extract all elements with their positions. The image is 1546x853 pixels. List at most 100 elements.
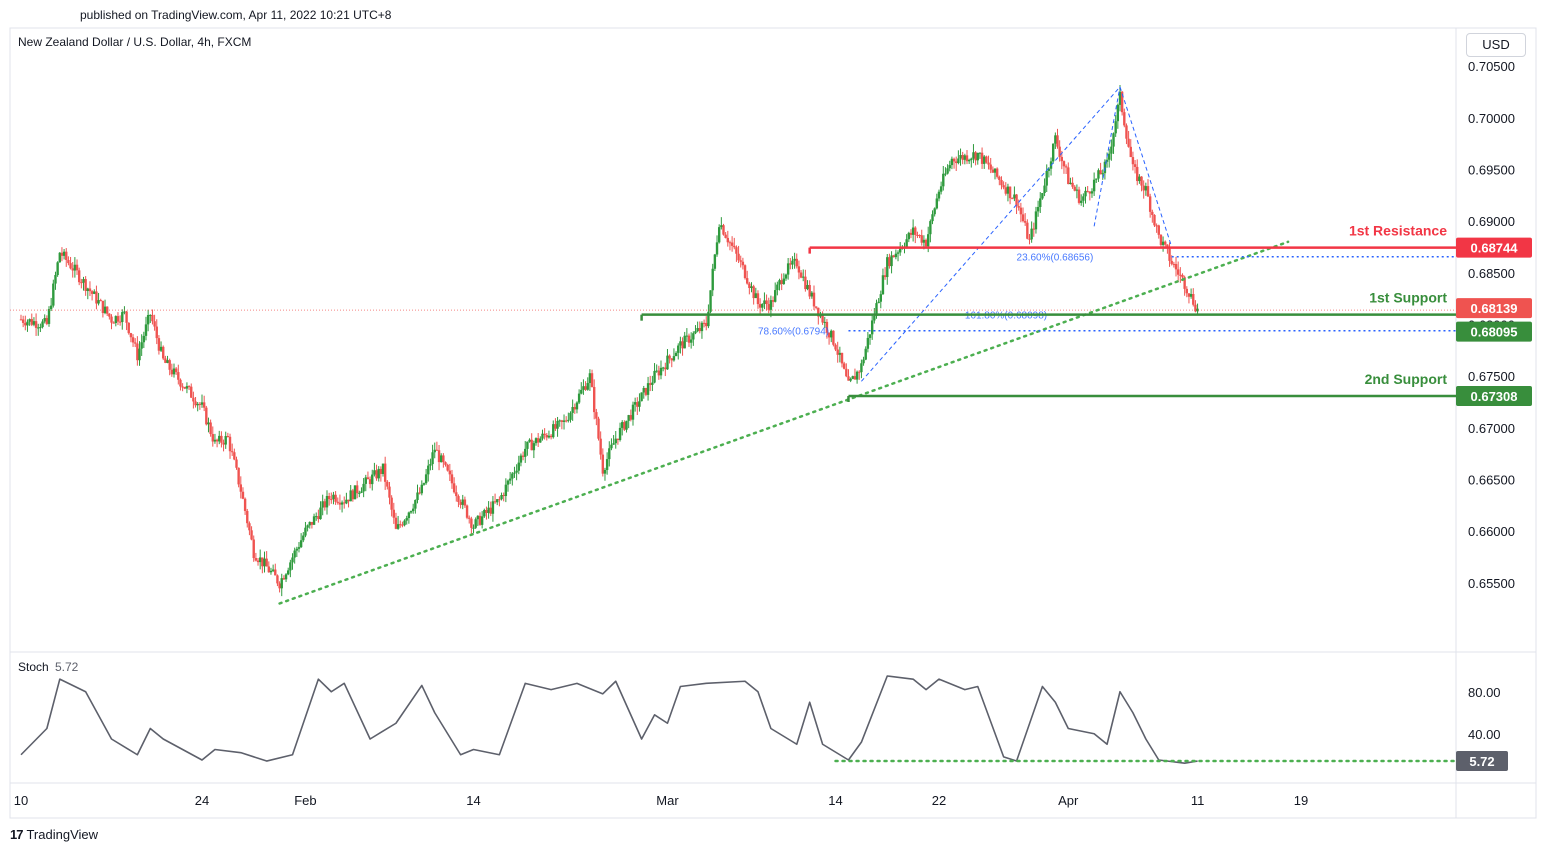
candle-body (88, 288, 92, 292)
candle-body (890, 255, 893, 267)
candle-body (52, 283, 55, 306)
candle-body (226, 436, 230, 438)
candle-body (190, 386, 193, 398)
candle-body (177, 372, 180, 380)
candle-body (847, 376, 850, 381)
price-axis-badge (1456, 237, 1532, 258)
candle-body (379, 468, 383, 474)
candle-body (282, 578, 286, 580)
candle-body (21, 319, 25, 323)
candle-body (474, 519, 477, 528)
candle-body (1185, 288, 1188, 294)
candle-body (1097, 170, 1100, 179)
candle-body (496, 499, 499, 503)
candle-body (28, 319, 31, 322)
candle-body (431, 452, 434, 465)
candle-body (134, 342, 137, 344)
candle-body (916, 234, 919, 236)
candle-body (595, 412, 598, 419)
published-caption: published on TradingView.com, Apr 11, 20… (80, 8, 392, 22)
candle-body (664, 367, 667, 370)
candle-body (1118, 91, 1122, 105)
candle-body (817, 307, 820, 317)
candle-body (806, 285, 809, 290)
candle-body (597, 418, 600, 439)
candle-body (405, 518, 408, 521)
candle-body (592, 386, 596, 413)
candle-body (289, 562, 292, 571)
candle-body (30, 319, 33, 325)
candle-body (832, 330, 835, 345)
time-tick-label: Mar (656, 793, 679, 808)
candle-body (297, 547, 301, 549)
candle-body (692, 333, 695, 340)
candle-body (274, 569, 277, 576)
candle-body (459, 502, 462, 505)
time-tick-label: 10 (14, 793, 28, 808)
candle-body (433, 449, 436, 453)
candle-body (56, 262, 59, 276)
candle-body (623, 422, 626, 430)
candle-body (1161, 241, 1165, 245)
candle-body (728, 242, 732, 244)
candle-body (366, 477, 370, 480)
stoch-line (20, 675, 1198, 764)
candle-body (1196, 308, 1199, 312)
candle-body (54, 275, 57, 284)
candle-body (1034, 211, 1038, 230)
candle-body (269, 570, 273, 573)
candle-body (364, 477, 367, 484)
candle-body (502, 494, 505, 497)
candle-body (1155, 225, 1158, 227)
candle-body (711, 268, 714, 291)
currency-button[interactable]: USD (1466, 33, 1526, 57)
candle-body (998, 176, 1001, 180)
candle-body (845, 368, 848, 377)
candle-body (666, 355, 669, 370)
candle-body (795, 258, 798, 267)
candle-body (937, 191, 941, 199)
candle-body (183, 387, 186, 389)
price-tick-label: 0.70500 (1468, 59, 1515, 74)
candle-body (955, 161, 958, 164)
candle-body (121, 312, 124, 322)
candle-body (562, 420, 566, 422)
candle-body (868, 334, 872, 338)
candle-body (972, 152, 975, 159)
candle-body (1026, 222, 1029, 239)
candle-body (978, 152, 982, 154)
candle-body (1112, 133, 1115, 147)
price-axis-badge-label: 0.67308 (1471, 389, 1518, 404)
candle-body (670, 358, 673, 361)
candle-body (287, 570, 290, 575)
candle-body (1073, 186, 1076, 191)
candle-body (360, 491, 363, 493)
candle-body (373, 470, 376, 475)
candle-body (1071, 182, 1074, 187)
candle-body (302, 535, 305, 541)
candle-body (1013, 194, 1016, 199)
candle-body (243, 498, 247, 511)
candle-body (761, 304, 764, 308)
candle-body (791, 260, 794, 265)
candle-body (894, 253, 898, 258)
candle-body (970, 158, 973, 160)
candle-body (571, 406, 574, 413)
candle-body (312, 516, 316, 525)
candle-body (1092, 179, 1096, 192)
candle-body (336, 501, 339, 503)
candle-body (1077, 189, 1081, 203)
candle-body (590, 373, 594, 387)
candle-body (222, 442, 225, 445)
candle-body (709, 290, 712, 312)
candle-body (252, 539, 255, 559)
candle-body (683, 335, 686, 349)
candle-body (944, 173, 947, 175)
price-axis-badge-label: 0.68744 (1471, 241, 1519, 256)
candle-body (1120, 91, 1124, 113)
price-axis-badge-label: 0.68139 (1471, 301, 1518, 316)
candle-body (138, 348, 141, 361)
candle-body (614, 438, 617, 444)
candle-body (526, 441, 529, 449)
